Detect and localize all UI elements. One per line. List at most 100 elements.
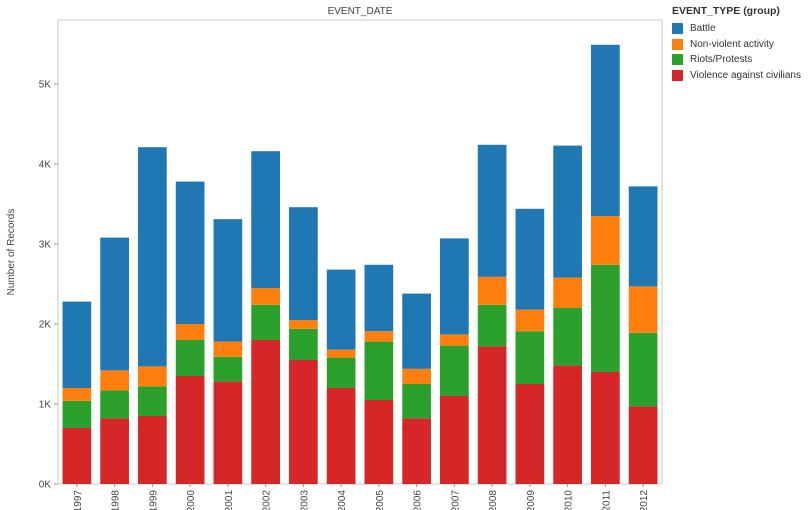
y-tick-label: 3K [39,240,52,251]
legend-swatch [672,38,683,50]
x-axis-labels: 1997 1998 1999 2000 2001 2002 2003 2004 2005 2006… [73,484,650,510]
bars [62,44,658,484]
bar-2008-non-violent-activity [477,276,507,305]
y-tick-label: 0K [39,480,52,491]
bar-2003-non-violent-activity [289,320,318,329]
y-axis-title: Number of Records [6,209,17,296]
x-tick-label: 2010 [564,490,575,510]
legend-swatch [672,69,683,81]
bar-2008-riots-protests [477,304,507,347]
bar-1998-non-violent-activity [100,370,129,391]
legend-item: Battle [672,21,811,37]
bar-2004-violence-against-civilians [326,388,356,484]
x-tick-label: 2001 [224,490,235,510]
bar-2002-battle [251,151,280,288]
bar-1998-riots-protests [100,390,129,419]
bar-2001-riots-protests [213,356,243,382]
bar-1997-non-violent-activity [62,388,92,401]
y-tick-label: 2K [39,320,52,331]
bar-2001-battle [213,219,243,342]
x-tick-label: 1998 [111,490,122,510]
bar-1999-violence-against-civilians [138,416,167,484]
bar-2000-violence-against-civilians [175,376,205,484]
bar-2006-violence-against-civilians [402,418,431,484]
x-tick-label: 2009 [526,490,537,510]
bar-1998-violence-against-civilians [100,418,129,484]
bar-2010-violence-against-civilians [553,365,582,484]
x-tick-label: 2012 [639,490,650,510]
bar-2012-riots-protests [628,332,658,407]
bar-2005-riots-protests [364,341,394,400]
bar-2000-non-violent-activity [175,324,205,340]
x-tick-label: 2002 [262,490,273,510]
bar-2006-non-violent-activity [402,368,431,384]
y-tick-label: 1K [39,400,52,411]
legend-label: Violence against civilians [690,69,801,81]
bar-1999-riots-protests [138,386,167,416]
legend-label: Non-violent activity [690,38,774,50]
bar-2002-riots-protests [251,304,280,340]
bar-2000-battle [175,181,205,324]
bar-2007-battle [440,238,469,335]
x-tick-label: 1999 [148,490,159,510]
plot-area-frame [57,19,663,485]
bar-1999-battle [138,147,167,367]
bar-2002-non-violent-activity [251,288,280,305]
x-tick-label: 2011 [601,490,612,510]
bar-2010-non-violent-activity [553,277,582,308]
bar-2005-battle [364,264,394,332]
chart-title: EVENT_DATE [328,6,393,17]
bar-2002-violence-against-civilians [251,340,280,484]
bar-2001-violence-against-civilians [213,381,243,484]
legend-swatch [672,54,683,66]
bar-2005-non-violent-activity [364,331,394,342]
y-tick-label: 4K [39,160,52,171]
bar-2003-violence-against-civilians [289,360,318,484]
bar-2010-battle [553,145,582,278]
bar-1998-battle [100,237,129,371]
bar-1997-riots-protests [62,400,92,428]
legend: EVENT_TYPE (group) Battle Non-violent act… [672,5,811,83]
x-tick-label: 1997 [73,490,84,510]
bar-2006-riots-protests [402,384,431,419]
bar-2009-battle [515,208,545,310]
bar-2004-riots-protests [326,357,356,388]
bar-2012-non-violent-activity [628,286,658,333]
bar-2009-violence-against-civilians [515,384,545,484]
bar-2007-non-violent-activity [440,334,469,346]
bar-1997-violence-against-civilians [62,428,92,484]
legend-items: Battle Non-violent activity Riots/Protests… [672,21,811,83]
bar-2003-battle [289,207,318,320]
x-tick-label: 2000 [186,490,197,510]
legend-title: EVENT_TYPE (group) [672,5,780,17]
bar-2005-violence-against-civilians [364,400,394,484]
bar-1999-non-violent-activity [138,366,167,387]
x-tick-label: 2008 [488,490,499,510]
y-tick-label: 5K [39,80,52,91]
legend-item: Riots/Protests [672,52,811,68]
bar-2008-battle [477,144,507,277]
bar-2012-battle [628,186,658,287]
bar-2011-riots-protests [591,264,620,372]
bar-2004-non-violent-activity [326,349,356,358]
bar-2011-battle [591,44,620,216]
x-tick-label: 2006 [413,490,424,510]
bar-2006-battle [402,293,431,369]
legend-item: Non-violent activity [672,37,811,53]
bar-2003-riots-protests [289,328,318,360]
x-tick-label: 2005 [375,490,386,510]
bar-2007-riots-protests [440,345,469,396]
x-tick-label: 2007 [450,490,461,510]
x-tick-label: 2004 [337,490,348,510]
legend-label: Battle [690,23,716,35]
bar-2007-violence-against-civilians [440,396,469,484]
bar-2011-violence-against-civilians [591,372,620,484]
legend-item: Violence against civilians [672,68,811,84]
bar-2004-battle [326,269,356,350]
bar-1997-battle [62,301,92,388]
bar-2009-non-violent-activity [515,309,545,332]
bar-2012-violence-against-civilians [628,406,658,484]
bar-2008-violence-against-civilians [477,346,507,484]
y-axis-ticks: 0K 1K 2K 3K 4K 5K [39,80,58,491]
